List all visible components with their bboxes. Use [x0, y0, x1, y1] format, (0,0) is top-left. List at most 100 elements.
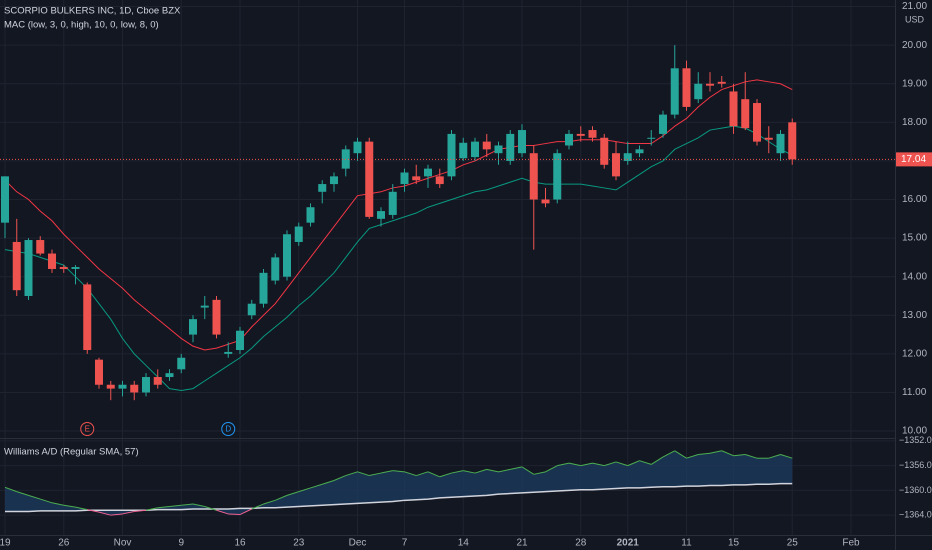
ad-line-segment [463, 470, 476, 474]
candle-body [459, 142, 468, 159]
candle-body [153, 377, 162, 385]
ad-line-segment [40, 498, 53, 504]
candle-body [24, 240, 33, 296]
y-tick-label: 10.00 [902, 426, 927, 437]
candle-body [353, 141, 362, 154]
y-tick-label: 15.00 [902, 233, 927, 244]
candle-body [729, 91, 738, 127]
ad-line-segment [192, 503, 205, 507]
candle-body [482, 141, 491, 150]
y-tick-label: 20.00 [902, 40, 927, 51]
ad-line-segment [145, 507, 158, 511]
ad-line-segment [181, 503, 194, 506]
y-tick-label: 19.00 [902, 78, 927, 89]
candle-body [48, 253, 56, 269]
event-label: E [85, 425, 90, 434]
x-tick-label: 21 [516, 538, 528, 549]
ad-line-segment [451, 470, 464, 474]
ad-line-segment [98, 511, 111, 516]
candle-body [400, 172, 409, 185]
ad-line-segment [768, 454, 781, 459]
candle-body [529, 153, 538, 200]
indicator-title: Williams A/D (Regular SMA, 57) [4, 447, 139, 458]
last-price-label: 17.04 [901, 154, 926, 165]
candle-body [494, 145, 503, 154]
ad-line-segment [780, 454, 793, 459]
candle-body [365, 141, 374, 217]
candle-body [623, 153, 632, 161]
candle-body [177, 357, 186, 370]
candle-body [36, 240, 45, 254]
candle-body [212, 299, 221, 335]
candle-body [247, 303, 256, 316]
ad-line-segment [251, 503, 264, 510]
candle-body [576, 133, 585, 136]
x-tick-label: 26 [58, 538, 70, 549]
candle-body [330, 176, 338, 185]
ad-line-segment [369, 472, 382, 477]
ad-line-segment [333, 475, 346, 481]
ad-line-segment [298, 487, 311, 493]
ad-line-segment [557, 462, 570, 467]
event-marker [80, 422, 95, 436]
ad-line-segment [228, 513, 241, 516]
candle-body [435, 176, 444, 185]
candle-body [12, 241, 21, 291]
ad-line-segment [592, 462, 605, 467]
y-tick-label: 16.00 [902, 194, 927, 205]
ad-line-segment [239, 508, 252, 516]
ad-line-segment [122, 510, 135, 515]
sma-line [5, 482, 793, 513]
candle-body [271, 257, 280, 281]
x-tick-label: 14 [458, 538, 470, 549]
ad-line-segment [545, 465, 558, 473]
ad-line-segment [674, 450, 687, 459]
ad-line-segment [275, 494, 288, 501]
candle-body [659, 114, 667, 134]
ad-line-segment [216, 509, 229, 515]
ad-line-segment [639, 460, 652, 465]
y-tick-label: 11.00 [902, 387, 927, 398]
candle-body [682, 68, 691, 107]
x-tick-label: 28 [575, 538, 587, 549]
chart-title: SCORPIO BULKERS INC, 1D, Cboe BZX [4, 6, 181, 17]
candle-body [106, 384, 115, 389]
ad-line-segment [322, 480, 335, 485]
candle-body [694, 83, 703, 100]
candle-body [764, 137, 773, 140]
ad-line-segment [568, 462, 581, 467]
ad-line-segment [439, 472, 452, 478]
x-tick-label: 16 [234, 538, 246, 549]
ad-line-segment [75, 506, 88, 511]
ad-line-segment [416, 471, 429, 477]
y-tick-label: 12.00 [902, 349, 927, 360]
candle-body [95, 359, 103, 385]
candle-body [1, 176, 9, 223]
ad-line-segment [721, 450, 734, 457]
candle-body [71, 267, 80, 269]
ad-line-segment [51, 502, 64, 506]
candle-body [224, 351, 233, 354]
y-tick-label: 14.00 [902, 271, 927, 282]
candle-body [600, 137, 609, 165]
candle-body [588, 130, 597, 138]
candle-body [189, 319, 197, 335]
candle-body [130, 384, 139, 393]
ad-line-segment [357, 471, 370, 477]
ad-line-segment [510, 466, 523, 470]
ad-line-segment [4, 486, 17, 493]
candle-body [612, 153, 620, 177]
candle-body [565, 133, 573, 146]
y-tick-label: 21.00 [902, 1, 927, 12]
candle-body [118, 384, 127, 389]
ad-line-segment [87, 509, 100, 513]
candle-body [518, 130, 526, 154]
candle-body [377, 211, 385, 219]
ad-line-segment [310, 483, 323, 489]
y-tick-label: −1364.00 [899, 510, 932, 520]
candle-body [788, 122, 797, 160]
candle-body [553, 153, 562, 200]
